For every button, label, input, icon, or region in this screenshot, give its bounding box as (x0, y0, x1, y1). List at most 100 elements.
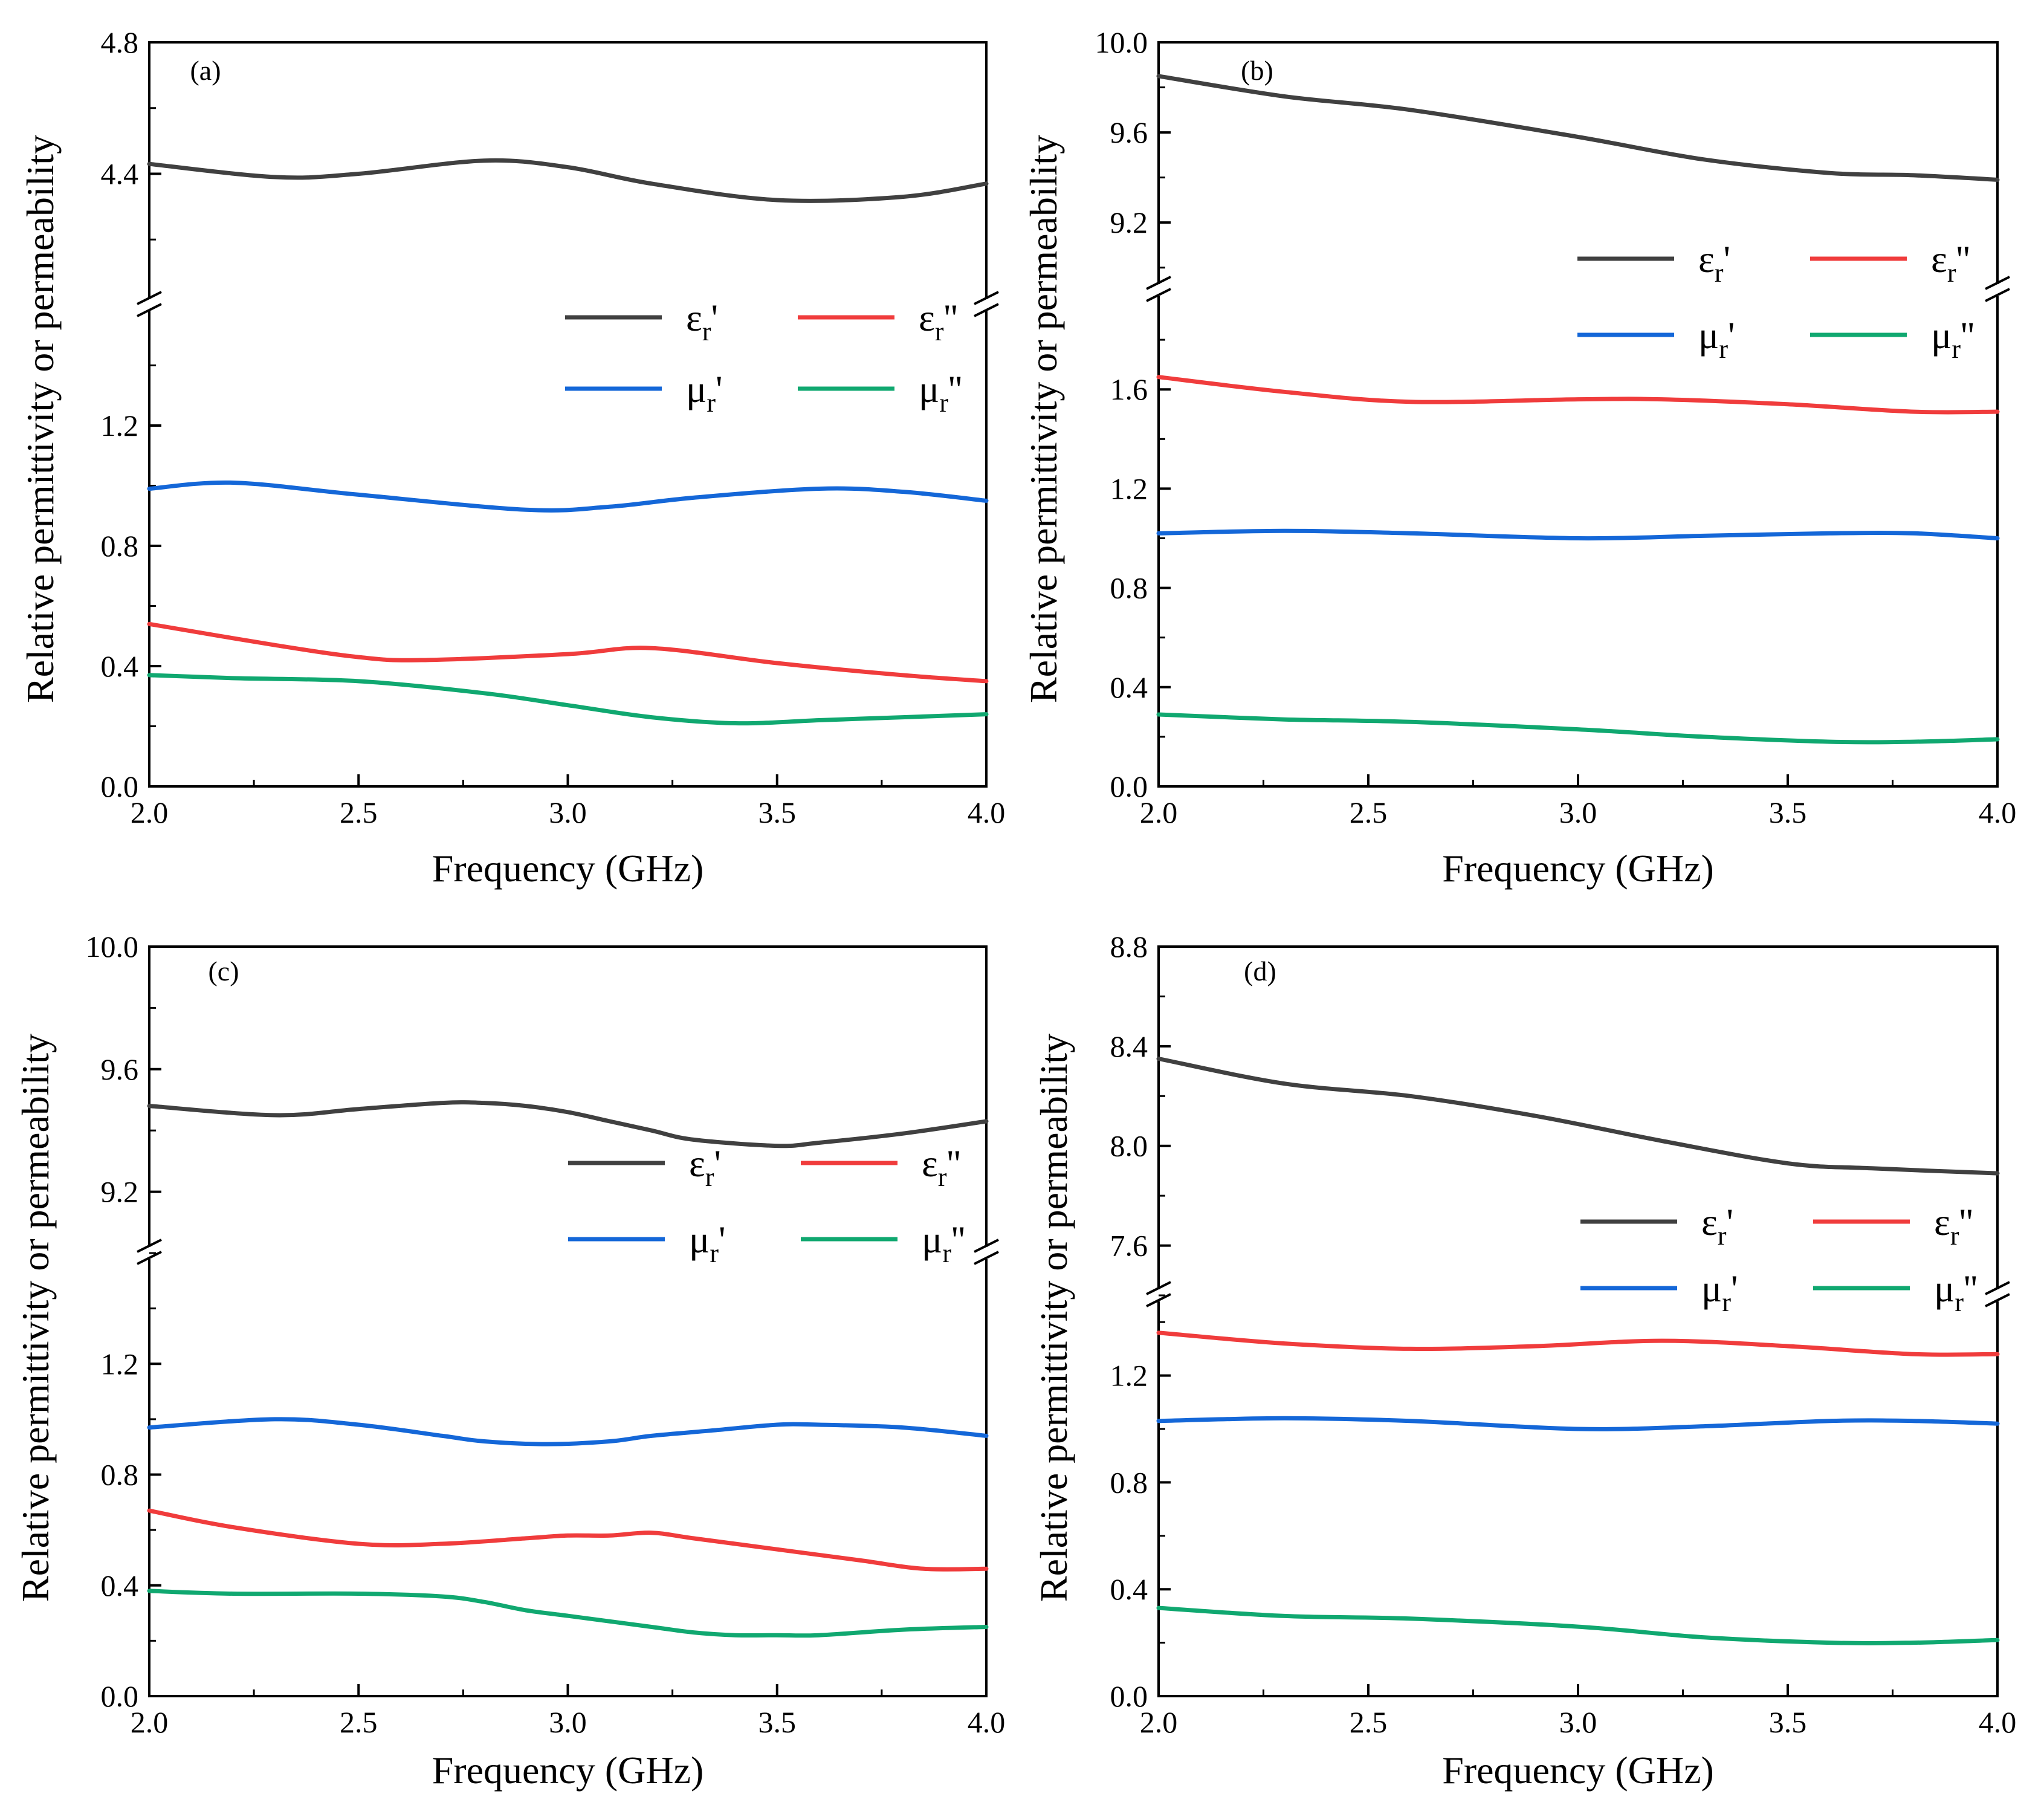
series-line-mu-real (1156, 528, 2000, 541)
y-tick-label: 0.4 (1110, 670, 1148, 704)
axis-break-mark (974, 303, 999, 317)
series-line-mu-imag (1156, 1605, 2000, 1645)
chart-panel-c: 2.0 2.5 3.0 3.5 4.0 9.2 9.6 10.0 0.0 0.4 0.8 1.2 εr'… (14, 930, 1005, 1792)
series-line-mu-imag (147, 673, 989, 726)
series-line-eps-real (147, 158, 989, 203)
x-tick-label: 3.5 (1769, 795, 1807, 829)
x-axis-title: Frequency (GHz) (1442, 1749, 1714, 1792)
x-tick-label: 2.5 (1350, 795, 1388, 829)
series-line-mu-real (1156, 1416, 2000, 1431)
x-tick-label: 3.5 (1769, 1705, 1807, 1739)
series-line-eps-imag (147, 1508, 989, 1572)
x-tick-label: 2.0 (131, 1705, 169, 1739)
y-tick-label: 0.0 (1110, 769, 1148, 803)
y-tick-label: 8.0 (1110, 1129, 1148, 1163)
axis-break-mark (137, 291, 162, 305)
axis-break-mark (1985, 1293, 2010, 1307)
y-tick-label: 0.8 (1110, 1465, 1148, 1499)
series-line-mu-imag (1156, 712, 2000, 745)
x-tick-label: 2.5 (1350, 1705, 1388, 1739)
legend-label: μr'' (1931, 314, 1974, 364)
legend-label: εr'' (1934, 1200, 1973, 1251)
y-tick-label: 4.4 (101, 157, 139, 191)
axis-break-mark (1146, 276, 1171, 290)
y-axis-title: Relative permittivity or permeability (1032, 1034, 1075, 1602)
legend-label: μr' (689, 1218, 726, 1268)
x-tick-label: 2.5 (340, 1705, 378, 1739)
legend-label: μr'' (922, 1218, 965, 1268)
y-tick-label: 0.0 (101, 769, 139, 803)
plot-frame (148, 945, 988, 1697)
legend: εr' εr'' μr' μr'' (1577, 238, 1974, 364)
x-tick-label: 2.5 (340, 795, 378, 829)
axis-break-mark (1146, 1293, 1171, 1307)
y-tick-label: 10.0 (1095, 25, 1148, 59)
axis-break-mark (137, 1239, 162, 1253)
x-axis-title: Frequency (GHz) (1442, 847, 1714, 890)
x-axis-title: Frequency (GHz) (432, 1749, 704, 1792)
y-tick-label: 0.8 (101, 529, 139, 563)
x-tick-label: 4.0 (968, 1705, 1006, 1739)
axis-break-mark (1985, 1281, 2010, 1295)
y-tick-label: 0.0 (101, 1679, 139, 1713)
y-tick-label: 1.2 (101, 409, 139, 442)
legend-label: μr'' (1934, 1267, 1978, 1317)
series-line-eps-imag (1156, 375, 2000, 415)
legend-label: εr'' (1931, 238, 1970, 288)
chart-panel-a: 2.0 2.5 3.0 3.5 4.0 4.4 4.8 0.0 0.4 0.8 1.2 εr' εr''… (19, 25, 1005, 890)
legend: εr' εr'' μr' μr'' (568, 1142, 965, 1268)
legend-label: εr' (686, 296, 718, 346)
x-tick-label: 3.0 (1559, 1705, 1597, 1739)
y-tick-label: 0.4 (1110, 1572, 1148, 1606)
y-tick-label: 9.2 (101, 1175, 139, 1209)
x-tick-label: 3.5 (758, 1705, 797, 1739)
series-line-mu-real (147, 480, 989, 513)
y-tick-label: 7.6 (1110, 1229, 1148, 1263)
axis-break-mark (137, 1251, 162, 1265)
y-axis-title: Relative permittivity or permeability (1022, 135, 1065, 703)
x-tick-label: 2.0 (1140, 795, 1178, 829)
y-tick-label: 1.2 (1110, 471, 1148, 505)
legend-label: μr'' (919, 368, 962, 418)
legend-label: μr' (686, 368, 723, 418)
axis-break-mark (974, 1239, 999, 1253)
legend-label: εr' (689, 1142, 721, 1192)
axis-break-mark (1985, 288, 2010, 302)
legend: εr' εr'' μr' μr'' (565, 296, 962, 418)
y-tick-label: 9.2 (1110, 206, 1148, 239)
y-axis-title: Relative permittivity or permeability (14, 1034, 57, 1602)
legend-label: μr' (1701, 1267, 1738, 1317)
y-tick-label: 9.6 (1110, 115, 1148, 149)
series-line-mu-imag (147, 1589, 989, 1638)
legend-label: εr'' (922, 1142, 961, 1192)
legend-label: εr' (1701, 1200, 1733, 1251)
series-line-eps-imag (1156, 1330, 2000, 1357)
panel-label: (a) (190, 55, 221, 86)
y-tick-label: 0.0 (1110, 1679, 1148, 1713)
legend: εr' εr'' μr' μr'' (1580, 1200, 1978, 1317)
axis-break-mark (137, 303, 162, 317)
x-axis-title: Frequency (GHz) (432, 847, 704, 890)
x-tick-label: 2.0 (1140, 1705, 1178, 1739)
legend-label: εr' (1698, 238, 1730, 288)
plot-frame (1157, 41, 1999, 788)
series-line-eps-real (147, 1100, 989, 1148)
series-line-eps-real (1156, 74, 2000, 182)
x-tick-label: 4.0 (1979, 795, 2017, 829)
y-tick-label: 8.4 (1110, 1029, 1148, 1063)
legend-label: μr' (1698, 314, 1735, 364)
x-tick-label: 4.0 (968, 795, 1006, 829)
series-line-eps-real (1156, 1057, 2000, 1176)
axis-break-mark (1985, 276, 2010, 290)
plot-frame (148, 41, 988, 788)
x-tick-label: 4.0 (1979, 1705, 2017, 1739)
chart-panel-b: 2.0 2.5 3.0 3.5 4.0 9.2 9.6 10.0 0.0 0.4 0.8 1.2 1.6… (1022, 25, 2016, 890)
panel-label: (d) (1244, 956, 1276, 986)
y-tick-label: 1.6 (1110, 372, 1148, 406)
y-tick-label: 0.4 (101, 1569, 139, 1602)
y-tick-label: 0.8 (101, 1458, 139, 1492)
x-tick-label: 3.0 (549, 1705, 587, 1739)
y-tick-label: 8.8 (1110, 930, 1148, 964)
panel-label: (c) (208, 956, 239, 986)
x-tick-label: 2.0 (131, 795, 169, 829)
